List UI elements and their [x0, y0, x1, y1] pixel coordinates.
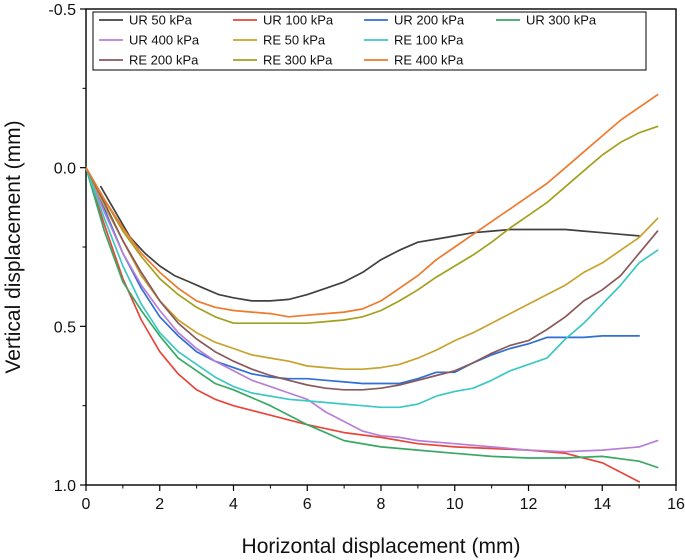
series-line-re-100-kpa	[85, 166, 659, 409]
legend-label: UR 400 kPa	[129, 33, 200, 48]
y-tick-label: 0.5	[54, 319, 76, 336]
legend-label: RE 400 kPa	[394, 53, 464, 68]
series-line-ur-300-kpa	[85, 166, 659, 469]
series-line-ur-100-kpa	[85, 166, 640, 483]
legend-label: RE 100 kPa	[394, 33, 464, 48]
x-tick-label: 8	[377, 496, 386, 513]
series-line-re-200-kpa	[85, 166, 659, 391]
y-axis-title: Vertical displacement (mm)	[2, 120, 25, 373]
y-tick-label: -0.5	[48, 2, 76, 19]
x-tick-label: 14	[593, 496, 611, 513]
series-line-re-50-kpa	[85, 166, 659, 371]
legend-label: UR 200 kPa	[394, 13, 465, 28]
series-line-re-300-kpa	[85, 125, 659, 325]
series-line-ur-400-kpa	[85, 166, 659, 453]
series-line-re-400-kpa	[85, 93, 659, 318]
series-line-ur-50-kpa	[99, 185, 640, 302]
legend-label: UR 50 kPa	[129, 13, 193, 28]
plot-frame	[85, 8, 677, 486]
legend: UR 50 kPa UR 100 kPa UR 200 kPa UR 300 kPa U…	[92, 11, 647, 71]
y-tick-label: 0.0	[54, 161, 76, 178]
legend-label: RE 200 kPa	[129, 53, 199, 68]
plot-area	[85, 8, 677, 486]
legend-label: RE 50 kPa	[263, 33, 326, 48]
series-lines	[85, 93, 659, 483]
x-tick-label: 10	[446, 496, 464, 513]
x-tick-label: 0	[82, 496, 91, 513]
x-tick-label: 2	[155, 496, 164, 513]
y-tick-label: 1.0	[54, 478, 76, 495]
axes: 0 2 4 6 8 10 12 14 16 -0.5 0.0 0.5 1.0	[48, 2, 685, 513]
x-tick-label: 12	[520, 496, 538, 513]
x-axis-title: Horizontal displacement (mm)	[242, 535, 521, 558]
legend-label: UR 100 kPa	[263, 13, 334, 28]
legend-label: UR 300 kPa	[526, 13, 597, 28]
series-line-ur-200-kpa	[85, 166, 640, 385]
x-tick-label: 6	[303, 496, 312, 513]
legend-label: RE 300 kPa	[263, 53, 333, 68]
x-tick-label: 4	[229, 496, 238, 513]
x-tick-label: 16	[667, 496, 685, 513]
